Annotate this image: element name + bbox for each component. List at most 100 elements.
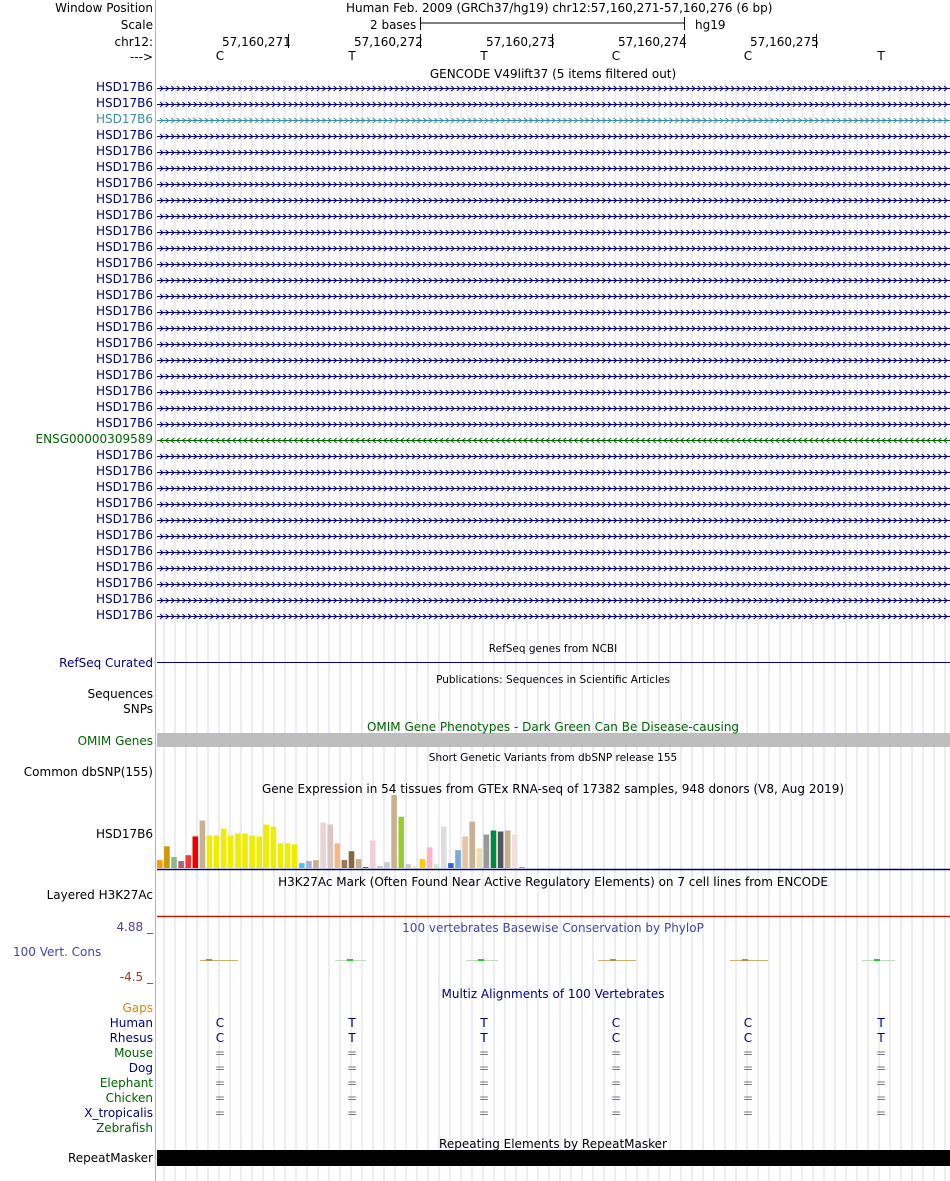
base-2: T	[348, 49, 356, 63]
gencode-item-label[interactable]: HSD17B6	[95, 96, 153, 110]
window-position-label: Window Position	[55, 1, 153, 15]
omim-genes-label[interactable]: OMIM Genes	[77, 734, 153, 748]
gencode-item-label[interactable]: HSD17B6	[95, 160, 153, 174]
multiz-aligned-base: =	[875, 1061, 887, 1075]
multiz-aligned-base: C	[611, 1016, 621, 1030]
gencode-item-label[interactable]: HSD17B6	[95, 416, 153, 430]
gencode-item-label[interactable]: HSD17B6	[95, 80, 153, 94]
multiz-species-label[interactable]: Mouse	[114, 1046, 153, 1060]
multiz-aligned-base: =	[346, 1106, 358, 1120]
multiz-aligned-base: =	[214, 1076, 226, 1090]
gencode-item-label[interactable]: HSD17B6	[95, 320, 153, 334]
h3k27ac-label[interactable]: Layered H3K27Ac	[46, 888, 153, 902]
gencode-item-label[interactable]: HSD17B6	[95, 240, 153, 254]
multiz-aligned-base: T	[348, 1016, 356, 1030]
ruler-position-5: 57,160,275	[750, 35, 819, 49]
multiz-aligned-base: =	[742, 1046, 754, 1060]
gencode-item-label[interactable]: ENSG00000309589	[35, 432, 153, 446]
multiz-species-label[interactable]: Elephant	[99, 1076, 153, 1090]
gencode-forward-strand-arrows	[159, 133, 948, 140]
gencode-item-label[interactable]: HSD17B6	[95, 400, 153, 414]
gencode-item-label[interactable]: HSD17B6	[95, 304, 153, 318]
gencode-forward-strand-arrows	[159, 389, 948, 396]
multiz-aligned-base: =	[875, 1091, 887, 1105]
base-1: C	[215, 49, 225, 63]
gencode-item-label[interactable]: HSD17B6	[95, 192, 153, 206]
phylop-track-title[interactable]: 100 vertebrates Basewise Conservation by…	[402, 921, 704, 935]
multiz-track-title[interactable]: Multiz Alignments of 100 Vertebrates	[441, 987, 665, 1001]
multiz-species-label[interactable]: Human	[109, 1016, 153, 1030]
multiz-aligned-base: =	[742, 1091, 754, 1105]
multiz-aligned-base: =	[478, 1106, 490, 1120]
snps-label[interactable]: SNPs	[123, 702, 153, 716]
gencode-item-label[interactable]: HSD17B6	[95, 384, 153, 398]
gencode-item-label[interactable]: HSD17B6	[95, 112, 153, 126]
gtex-track-title[interactable]: Gene Expression in 54 tissues from GTEx …	[261, 782, 845, 796]
gencode-item-label[interactable]: HSD17B6	[95, 496, 153, 510]
gencode-forward-strand-arrows	[159, 197, 948, 204]
multiz-aligned-base: T	[348, 1031, 356, 1045]
multiz-species-label[interactable]: Zebrafish	[96, 1121, 153, 1135]
base-6: T	[877, 49, 885, 63]
omim-track-title[interactable]: OMIM Gene Phenotypes - Dark Green Can Be…	[366, 720, 740, 734]
repeatmasker-label[interactable]: RepeatMasker	[67, 1151, 153, 1165]
gencode-forward-strand-arrows	[159, 341, 948, 348]
scale-bases-text: 2 bases	[370, 18, 417, 32]
gencode-item-label[interactable]: HSD17B6	[95, 144, 153, 158]
gencode-track-title[interactable]: GENCODE V49lift37 (5 items filtered out)	[429, 67, 677, 81]
gencode-item-label[interactable]: HSD17B6	[95, 560, 153, 574]
gencode-item-label[interactable]: HSD17B6	[95, 592, 153, 606]
omim-bar	[157, 733, 950, 747]
multiz-aligned-base: =	[610, 1091, 622, 1105]
multiz-species-label[interactable]: Chicken	[105, 1091, 153, 1105]
gencode-item-label[interactable]: HSD17B6	[95, 208, 153, 222]
dbsnp-common-label[interactable]: Common dbSNP(155)	[23, 765, 153, 779]
gencode-item-label[interactable]: HSD17B6	[95, 512, 153, 526]
gencode-item-label[interactable]: HSD17B6	[95, 448, 153, 462]
gencode-item-label[interactable]: HSD17B6	[95, 288, 153, 302]
gencode-item-label[interactable]: HSD17B6	[95, 368, 153, 382]
gencode-forward-strand-arrows	[159, 373, 948, 380]
gencode-item-label[interactable]: HSD17B6	[95, 256, 153, 270]
multiz-aligned-base: =	[346, 1046, 358, 1060]
multiz-aligned-base: T	[480, 1031, 488, 1045]
gencode-item-label[interactable]: HSD17B6	[95, 224, 153, 238]
ruler-position-1: 57,160,271	[222, 35, 291, 49]
multiz-aligned-base: =	[610, 1106, 622, 1120]
gencode-forward-strand-arrows	[159, 533, 948, 540]
repeatmasker-track-title[interactable]: Repeating Elements by RepeatMasker	[439, 1137, 667, 1151]
gencode-forward-strand-arrows	[159, 85, 948, 92]
gencode-forward-strand-arrows	[159, 501, 948, 508]
gencode-forward-strand-arrows	[159, 101, 948, 108]
multiz-aligned-base: =	[214, 1061, 226, 1075]
multiz-gaps-label[interactable]: Gaps	[122, 1001, 153, 1015]
multiz-species-label[interactable]: Dog	[128, 1061, 153, 1075]
dbsnp-track-title[interactable]: Short Genetic Variants from dbSNP releas…	[428, 752, 678, 764]
gencode-item-label[interactable]: HSD17B6	[95, 272, 153, 286]
phylop-min-label: -4.5 _	[119, 970, 153, 984]
gencode-item-label[interactable]: HSD17B6	[95, 480, 153, 494]
multiz-species-label[interactable]: X_tropicalis	[84, 1106, 153, 1120]
refseq-curated-label[interactable]: RefSeq Curated	[59, 656, 153, 670]
multiz-aligned-base: =	[610, 1061, 622, 1075]
gencode-item-label[interactable]: HSD17B6	[95, 608, 153, 622]
publications-track-title[interactable]: Publications: Sequences in Scientific Ar…	[436, 674, 670, 686]
publications-sequences-label[interactable]: Sequences	[87, 687, 153, 701]
refseq-track-title[interactable]: RefSeq genes from NCBI	[488, 643, 618, 655]
gencode-item-label[interactable]: HSD17B6	[95, 464, 153, 478]
gencode-item-label[interactable]: HSD17B6	[95, 352, 153, 366]
gencode-item-label[interactable]: HSD17B6	[95, 544, 153, 558]
gencode-item-label[interactable]: HSD17B6	[95, 528, 153, 542]
multiz-species-label[interactable]: Rhesus	[109, 1031, 153, 1045]
gencode-forward-strand-arrows	[159, 245, 948, 252]
gencode-item-label[interactable]: HSD17B6	[95, 176, 153, 190]
h3k27ac-track-title[interactable]: H3K27Ac Mark (Often Found Near Active Re…	[278, 875, 828, 889]
gencode-forward-strand-arrows	[159, 469, 948, 476]
phylop-vert-cons-label[interactable]: 100 Vert. Cons	[13, 945, 102, 959]
gencode-item-label[interactable]: HSD17B6	[95, 128, 153, 142]
multiz-aligned-base: =	[214, 1106, 226, 1120]
gtex-gene-label[interactable]: HSD17B6	[95, 827, 153, 841]
gencode-item-label[interactable]: HSD17B6	[95, 336, 153, 350]
gencode-item-label[interactable]: HSD17B6	[95, 576, 153, 590]
